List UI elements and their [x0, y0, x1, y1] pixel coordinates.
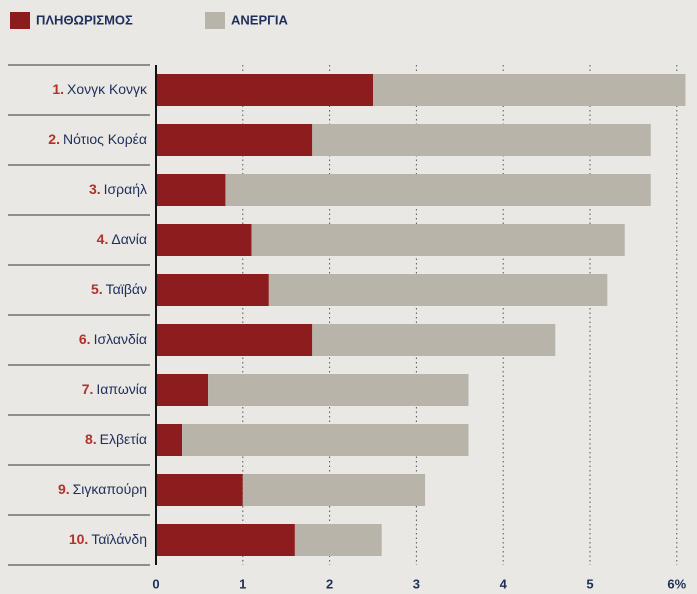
bar-segment	[156, 74, 373, 106]
rank: 10.	[69, 531, 88, 547]
category-name: Ταϊβάν	[106, 281, 147, 297]
category-name: Ταϊλάνδη	[91, 531, 147, 547]
bar-segment	[156, 424, 183, 456]
bar-segment	[156, 524, 295, 556]
bar-segment	[251, 224, 625, 256]
bar-segment	[156, 274, 269, 306]
category-label: 7. Ιαπωνία	[82, 381, 147, 397]
x-tick-label: 4	[500, 576, 508, 591]
rank: 5.	[91, 281, 103, 297]
bar-segment	[312, 124, 651, 156]
category-name: Ελβετία	[100, 431, 147, 447]
x-tick-label: 3	[413, 576, 420, 591]
rank: 3.	[89, 181, 101, 197]
x-tick-label: 2	[326, 576, 333, 591]
x-tick-label: 0	[152, 576, 159, 591]
category-name: Ιαπωνία	[96, 381, 147, 397]
rank: 8.	[85, 431, 97, 447]
category-name: Σιγκαπούρη	[73, 481, 147, 497]
category-name: Χονγκ Κονγκ	[67, 81, 148, 97]
category-label: 1. Χονγκ Κονγκ	[52, 81, 148, 97]
category-label: 4. Δανία	[97, 231, 147, 247]
category-label: 8. Ελβετία	[85, 431, 147, 447]
rank: 2.	[48, 131, 60, 147]
rank: 7.	[82, 381, 94, 397]
bar-segment	[373, 74, 686, 106]
bar-segment	[156, 474, 243, 506]
rank: 6.	[79, 331, 91, 347]
category-name: Ισραήλ	[104, 181, 147, 197]
rank: 9.	[58, 481, 70, 497]
bar-segment	[225, 174, 651, 206]
bar-segment	[268, 274, 608, 306]
category-label: 2. Νότιος Κορέα	[48, 131, 147, 147]
category-name: Νότιος Κορέα	[63, 131, 147, 147]
category-label: 5. Ταϊβάν	[91, 281, 147, 297]
bar-segment	[294, 524, 382, 556]
bar-segment	[312, 324, 556, 356]
x-tick-label: 1	[239, 576, 246, 591]
bar-segment	[156, 224, 252, 256]
bar-segment	[208, 374, 469, 406]
legend-label: ΑΝΕΡΓΙΑ	[231, 12, 289, 27]
rank: 4.	[97, 231, 109, 247]
bar-segment	[156, 174, 226, 206]
category-name: Ισλανδία	[94, 331, 147, 347]
category-label: 3. Ισραήλ	[89, 181, 147, 197]
category-label: 10. Ταϊλάνδη	[69, 531, 147, 547]
rank: 1.	[52, 81, 64, 97]
category-label: 6. Ισλανδία	[79, 331, 147, 347]
bar-segment	[156, 374, 209, 406]
legend-swatch	[205, 12, 225, 29]
x-tick-label: 6%	[667, 576, 686, 591]
category-name: Δανία	[111, 231, 147, 247]
bar-segment	[156, 124, 313, 156]
legend-swatch	[10, 12, 30, 29]
x-tick-label: 5	[586, 576, 593, 591]
bar-segment	[242, 474, 426, 506]
bar-segment	[182, 424, 469, 456]
legend-label: ΠΛΗΘΩΡΙΣΜΟΣ	[36, 12, 133, 27]
category-label: 9. Σιγκαπούρη	[58, 481, 147, 497]
bar-segment	[156, 324, 313, 356]
